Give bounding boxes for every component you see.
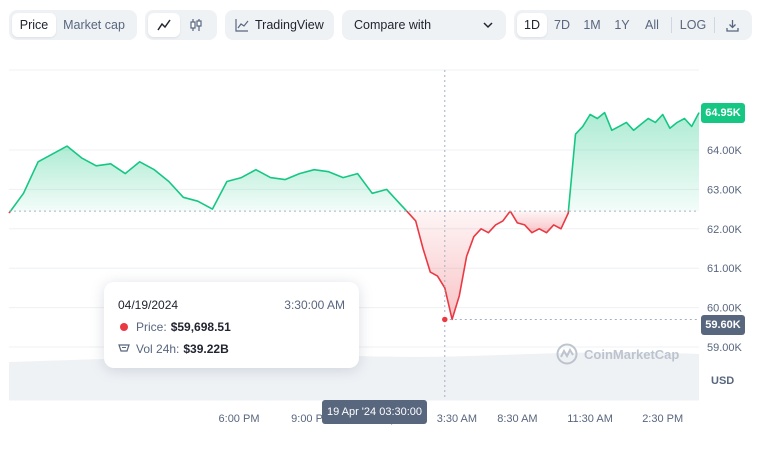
- tooltip-volume-label: Vol 24h:: [136, 342, 180, 356]
- range-1d[interactable]: 1D: [517, 13, 547, 37]
- compare-with-select[interactable]: Compare with: [342, 10, 506, 40]
- y-tick-label: 61.00K: [707, 263, 743, 275]
- x-tick-label: 6:00 PM: [219, 413, 260, 425]
- price-areas: [9, 112, 699, 320]
- chevron-down-icon: [482, 19, 494, 31]
- hover-time-label: 19 Apr '24 03:30:00: [322, 400, 427, 424]
- area-below-baseline: [406, 211, 511, 320]
- area-below-baseline: [510, 211, 569, 233]
- y-axis: 64.00K 63.00K 62.00K 61.00K 60.00K 59.00K: [707, 145, 743, 354]
- range-1m[interactable]: 1M: [583, 18, 601, 32]
- x-tick-label: 11:30 AM: [567, 413, 613, 425]
- volume-icon: [118, 344, 130, 354]
- toolbar-divider: [671, 17, 672, 33]
- y-tick-label: 60.00K: [707, 303, 743, 315]
- tab-price[interactable]: Price: [12, 13, 56, 37]
- x-tick-label: 2:30 PM: [642, 413, 683, 425]
- y-tick-label: 62.00K: [707, 224, 743, 236]
- range-1y[interactable]: 1Y: [614, 18, 630, 32]
- tradingview-icon: [235, 18, 249, 32]
- currency-label: USD: [711, 375, 735, 387]
- download-icon[interactable]: [719, 13, 745, 37]
- tradingview-button[interactable]: TradingView: [225, 10, 334, 40]
- coinmarketcap-watermark: CoinMarketCap: [556, 343, 679, 365]
- toolbar-divider: [714, 17, 715, 33]
- watermark-text: CoinMarketCap: [584, 346, 680, 362]
- log-toggle[interactable]: LOG: [679, 18, 707, 32]
- tooltip-price-row: Price: $59,698.51: [118, 316, 345, 338]
- tooltip-header: 04/19/2024 3:30:00 AM: [118, 294, 345, 316]
- chart-mode-tabs: Price Market cap: [9, 10, 137, 40]
- coinmarketcap-logo-icon: [556, 343, 578, 365]
- chart-type-toggle: [145, 10, 217, 40]
- price-line-down: [509, 210, 570, 234]
- price-line-down: [406, 210, 511, 321]
- range-selector: 1D 7D 1M 1Y All LOG: [514, 10, 752, 40]
- chart-overlay: [9, 70, 699, 400]
- hover-point: [440, 315, 450, 324]
- tooltip-volume-value: $39.22B: [183, 342, 229, 356]
- tradingview-label: TradingView: [255, 18, 324, 32]
- tab-market-cap[interactable]: Market cap: [63, 18, 125, 32]
- area-above-baseline: [568, 112, 699, 212]
- price-lines: [8, 111, 700, 321]
- y-tick-label: 64.00K: [707, 145, 743, 157]
- price-line-up: [567, 111, 700, 212]
- x-tick-label: 8:30 AM: [497, 413, 537, 425]
- range-7d[interactable]: 7D: [554, 18, 570, 32]
- price-tooltip: 04/19/2024 3:30:00 AM Price: $59,698.51 …: [104, 282, 359, 368]
- tooltip-volume-row: Vol 24h: $39.22B: [118, 338, 345, 360]
- range-all[interactable]: All: [645, 18, 659, 32]
- candlestick-icon[interactable]: [180, 13, 212, 37]
- price-dot-icon: [120, 323, 128, 331]
- price-line-up: [9, 145, 408, 212]
- x-tick-label: 3:30 AM: [437, 413, 477, 425]
- current-price-badge: 64.95K: [701, 103, 745, 123]
- tooltip-time: 3:30:00 AM: [284, 298, 345, 312]
- hover-price-badge: 59.60K: [701, 315, 745, 335]
- y-tick-label: 63.00K: [707, 184, 743, 196]
- line-chart-icon[interactable]: [148, 13, 180, 37]
- x-tick-label: 9:00 PM: [291, 413, 332, 425]
- tooltip-price-label: Price:: [136, 320, 167, 334]
- y-tick-label: 59.00K: [707, 342, 743, 354]
- tooltip-price-value: $59,698.51: [170, 320, 231, 334]
- tooltip-date: 04/19/2024: [118, 298, 179, 312]
- compare-with-label: Compare with: [354, 18, 432, 32]
- area-above-baseline: [10, 146, 407, 212]
- x-axis: 6:00 PM9:00 PM19 Apr3:30 AM8:30 AM11:30 …: [219, 413, 684, 425]
